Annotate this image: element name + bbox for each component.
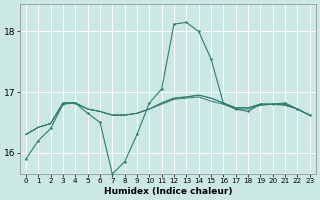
X-axis label: Humidex (Indice chaleur): Humidex (Indice chaleur) — [104, 187, 232, 196]
